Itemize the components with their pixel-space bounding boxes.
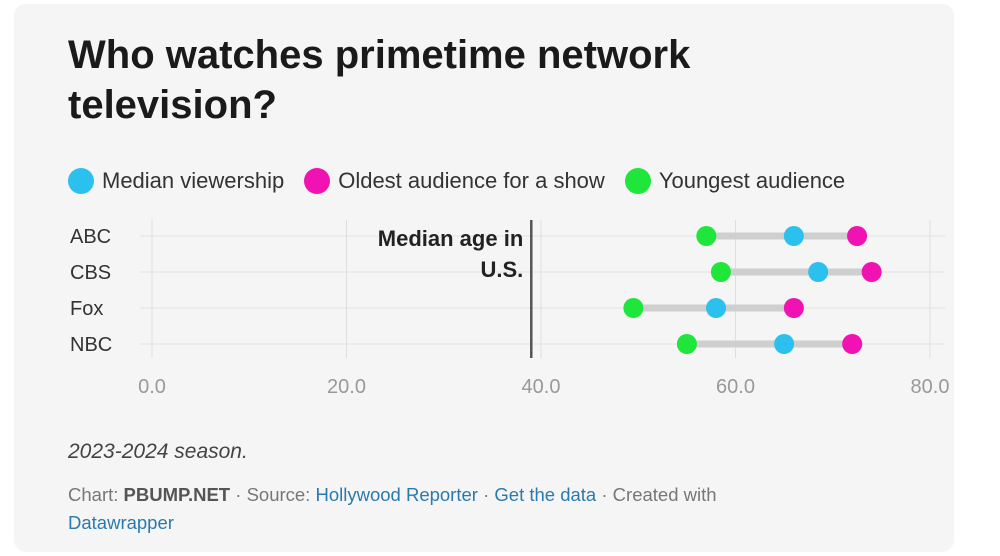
credit-source-prefix: Source: [246, 484, 311, 505]
credit-prefix: Chart: [68, 484, 119, 505]
reference-label-line-2: U.S. [480, 257, 523, 282]
category-label-nbc: NBC [70, 334, 112, 356]
credit-brand: PBUMP.NET [123, 484, 231, 505]
dot-oldest-fox [783, 298, 804, 318]
legend-item-oldest: Oldest audience for a show [304, 168, 605, 194]
x-tick-label-0: 0.0 [138, 376, 166, 398]
get-the-data-link[interactable]: Get the data [494, 484, 597, 505]
dot-median-nbc [774, 334, 795, 354]
credit-line: Chart: PBUMP.NET · Source: Hollywood Rep… [68, 481, 858, 537]
chart-card [14, 4, 954, 552]
x-tick-label-4: 80.0 [911, 376, 950, 398]
datawrapper-link[interactable]: Datawrapper [68, 512, 174, 533]
reference-label-line-1: Median age in [378, 226, 523, 251]
legend-label-oldest: Oldest audience for a show [338, 168, 605, 193]
credit-separator-1: · [235, 484, 242, 505]
dot-youngest-nbc [676, 334, 697, 354]
legend-dot-oldest [304, 168, 331, 194]
dot-median-fox [706, 298, 727, 318]
x-tick-label-2: 40.0 [522, 376, 561, 398]
dot-oldest-cbs [861, 262, 882, 282]
legend-item-median: Median viewership [68, 168, 284, 194]
category-label-abc: ABC [70, 226, 111, 248]
dot-youngest-fox [623, 298, 644, 318]
legend-label-youngest: Youngest audience [658, 168, 846, 193]
category-label-cbs: CBS [70, 262, 111, 284]
dot-oldest-nbc [842, 334, 863, 354]
legend-item-youngest: Youngest audience [624, 168, 846, 194]
dot-youngest-abc [696, 226, 717, 246]
legend-dot-median [68, 168, 94, 194]
dot-median-cbs [808, 262, 829, 282]
x-tick-label-3: 60.0 [716, 376, 755, 398]
credit-created-prefix: Created with [612, 484, 717, 505]
legend: Median viewership Oldest audience for a … [68, 168, 865, 194]
credit-separator-3: · [601, 484, 608, 505]
dot-youngest-cbs [710, 262, 731, 282]
x-tick-label-1: 20.0 [327, 376, 366, 398]
legend-dot-youngest [624, 168, 651, 194]
dot-oldest-abc [847, 226, 868, 246]
category-label-fox: Fox [70, 298, 103, 320]
legend-label-median: Median viewership [102, 168, 285, 193]
footnote: 2023-2024 season. [68, 440, 248, 463]
dot-median-abc [783, 226, 804, 246]
source-link[interactable]: Hollywood Reporter [315, 484, 478, 505]
credit-separator-2: · [483, 484, 490, 505]
chart-title: Who watches primetime network television… [68, 33, 691, 127]
